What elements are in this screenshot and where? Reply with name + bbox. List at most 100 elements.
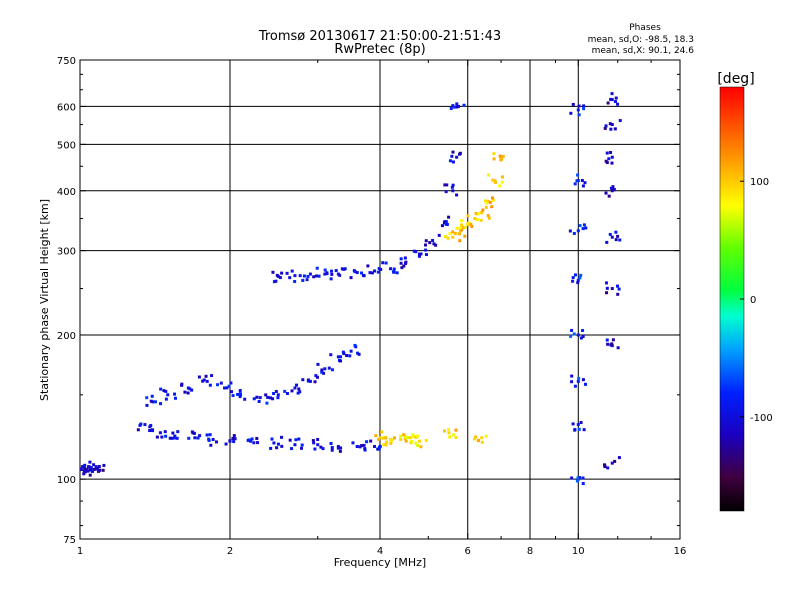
data-point (576, 476, 580, 480)
data-point (492, 157, 496, 161)
data-point (581, 227, 585, 231)
data-point (410, 439, 414, 443)
data-point (211, 438, 215, 442)
data-point (403, 437, 407, 441)
data-point (231, 436, 235, 440)
data-point (453, 232, 457, 236)
data-point (617, 456, 621, 460)
data-point (315, 375, 319, 379)
data-point (415, 434, 419, 438)
data-point (484, 205, 488, 209)
data-point (330, 368, 334, 372)
data-point (610, 98, 614, 102)
data-point (204, 374, 208, 378)
data-point (399, 257, 403, 261)
data-point (313, 380, 317, 384)
data-point (306, 379, 310, 383)
data-point (412, 249, 416, 253)
data-point (486, 199, 490, 203)
data-point (604, 191, 608, 195)
data-point (448, 159, 452, 163)
data-point (320, 370, 324, 374)
data-point (460, 228, 464, 232)
data-point (265, 401, 269, 405)
data-point (605, 161, 609, 165)
data-point (82, 469, 86, 473)
data-point (491, 198, 495, 202)
data-point (614, 230, 618, 234)
data-point (616, 346, 620, 350)
data-point (576, 278, 580, 282)
data-point (208, 433, 212, 437)
data-point (571, 422, 575, 426)
data-point (603, 465, 607, 469)
data-point (451, 160, 455, 164)
data-point (365, 440, 369, 444)
data-point (447, 427, 451, 431)
data-point (357, 352, 361, 356)
data-point (458, 151, 462, 155)
data-point (403, 435, 407, 439)
data-point (349, 276, 353, 280)
data-point (576, 173, 580, 177)
data-point (238, 392, 242, 396)
data-point (460, 219, 464, 223)
data-point (268, 396, 272, 400)
data-point (417, 439, 421, 443)
data-point (249, 439, 253, 443)
data-point (424, 248, 428, 252)
data-point (275, 446, 279, 450)
data-point (582, 428, 586, 432)
data-point (300, 443, 304, 447)
data-point (316, 362, 320, 366)
data-point (448, 435, 452, 439)
data-point (373, 269, 377, 273)
data-point (336, 446, 340, 450)
data-point (272, 392, 276, 396)
data-point (399, 434, 403, 438)
data-point (616, 102, 620, 106)
data-point (448, 232, 452, 236)
data-point (576, 108, 580, 112)
data-point (578, 476, 582, 480)
data-point (610, 92, 614, 96)
data-point (285, 391, 289, 395)
data-point (232, 440, 236, 444)
data-point (225, 386, 229, 390)
data-point (417, 252, 421, 256)
grid-lines (80, 60, 680, 539)
data-point (173, 392, 177, 396)
data-point (608, 232, 612, 236)
colorbar: [deg] 100 0 -100 (717, 71, 773, 512)
data-point (490, 205, 494, 209)
data-point (434, 243, 438, 247)
data-point (329, 442, 333, 446)
data-point (474, 435, 478, 439)
data-point (389, 267, 393, 271)
data-point (338, 273, 342, 277)
data-point (460, 223, 464, 227)
data-point (384, 261, 388, 265)
data-point (295, 383, 299, 387)
data-point (579, 336, 583, 340)
data-point (290, 389, 294, 393)
data-point (484, 199, 488, 203)
data-point (207, 438, 211, 442)
data-point (329, 277, 333, 281)
data-point (205, 379, 209, 383)
data-point (498, 154, 502, 158)
data-point (417, 254, 421, 258)
data-point (583, 181, 587, 185)
data-point (581, 328, 585, 332)
data-point (363, 447, 367, 451)
data-point (424, 438, 428, 442)
data-point (378, 436, 382, 440)
data-point (613, 127, 617, 131)
data-point (311, 439, 315, 443)
data-point (451, 189, 455, 193)
data-point (481, 208, 485, 212)
y-tick-label: 750 (57, 56, 76, 67)
data-point (605, 151, 609, 155)
data-point (484, 434, 488, 438)
